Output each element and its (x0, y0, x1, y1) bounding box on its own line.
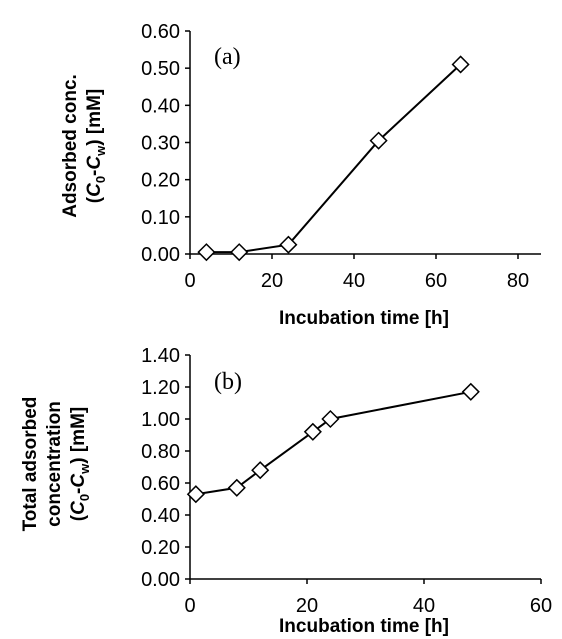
chart-b-ytick-label: 0.00 (141, 569, 180, 591)
chart-a-data-point (451, 55, 470, 74)
chart-b-data-point (321, 409, 340, 429)
chart-b-ytick-label: 0.60 (141, 473, 180, 495)
chart-b-data-point (461, 382, 480, 401)
chart-b-panel-label: (b) (214, 369, 242, 395)
chart-b-ytick-label: 0.40 (141, 505, 180, 527)
chart-a-ytick-label: 0.60 (141, 21, 180, 43)
chart-b-xlabel: Incubation time [h] (279, 616, 449, 637)
chart-a-ytick-label: 0.50 (141, 58, 180, 80)
chart-a-ytick-label: 0.40 (141, 95, 180, 117)
chart-a-data-point (369, 131, 388, 150)
chart-b-ylabel-line3: (C0-Cw) [mM] (68, 407, 92, 521)
chart-a-ytick-label: 0.20 (141, 170, 180, 192)
chart-a-xtick-label: 80 (507, 270, 529, 292)
chart-b-xtick-label: 0 (184, 595, 195, 617)
chart-a-ytick-label: 0.10 (141, 207, 180, 229)
chart-a-xtick-label: 20 (261, 270, 283, 292)
chart-a-xlabel: Incubation time [h] (279, 308, 449, 329)
chart-a-panel-label: (a) (214, 44, 241, 70)
chart-b-series-line (195, 390, 471, 496)
chart-a-data-point (279, 235, 298, 254)
chart-b-ytick-label: 1.00 (141, 409, 180, 431)
chart-b-ytick-label: 0.80 (141, 441, 180, 463)
chart-a-data-point (230, 243, 249, 262)
chart-b-ytick-label: 1.20 (141, 377, 180, 399)
chart-a: Adsorbed conc. (C0-Cw) [mM] 0.00 0.10 0.20… (60, 21, 541, 329)
chart-b-data-point (186, 485, 205, 504)
chart-b-ylabel-line2: concentration (44, 401, 65, 527)
chart-a-ytick-label: 0.00 (141, 244, 180, 266)
chart-b-xtick-label: 20 (296, 595, 318, 617)
chart-a-xtick-label: 40 (343, 270, 365, 292)
chart-a-data-point (197, 243, 216, 262)
chart-b-data-point (251, 461, 270, 480)
chart-b-ylabel-line1: Total adsorbed (20, 397, 41, 532)
chart-a-ytick-label: 0.30 (141, 133, 180, 155)
chart-a-xtick-label: 0 (184, 270, 195, 292)
chart-a-xtick-label: 60 (425, 270, 447, 292)
chart-a-series-line (206, 63, 462, 254)
chart-a-ylabel-line1: Adsorbed conc. (60, 74, 81, 218)
chart-b-ytick-label: 1.40 (141, 345, 180, 367)
chart-b-ytick-label: 0.20 (141, 537, 180, 559)
chart-b-data-point (227, 478, 246, 497)
chart-b-data-point (303, 422, 322, 441)
chart-a-ylabel-line2: (C0-Cw) [mM] (84, 89, 108, 203)
chart-b-xtick-label: 60 (530, 595, 552, 617)
chart-b: Total adsorbed concentration (C0-Cw) [mM… (20, 345, 552, 637)
chart-b-xtick-label: 40 (413, 595, 435, 617)
